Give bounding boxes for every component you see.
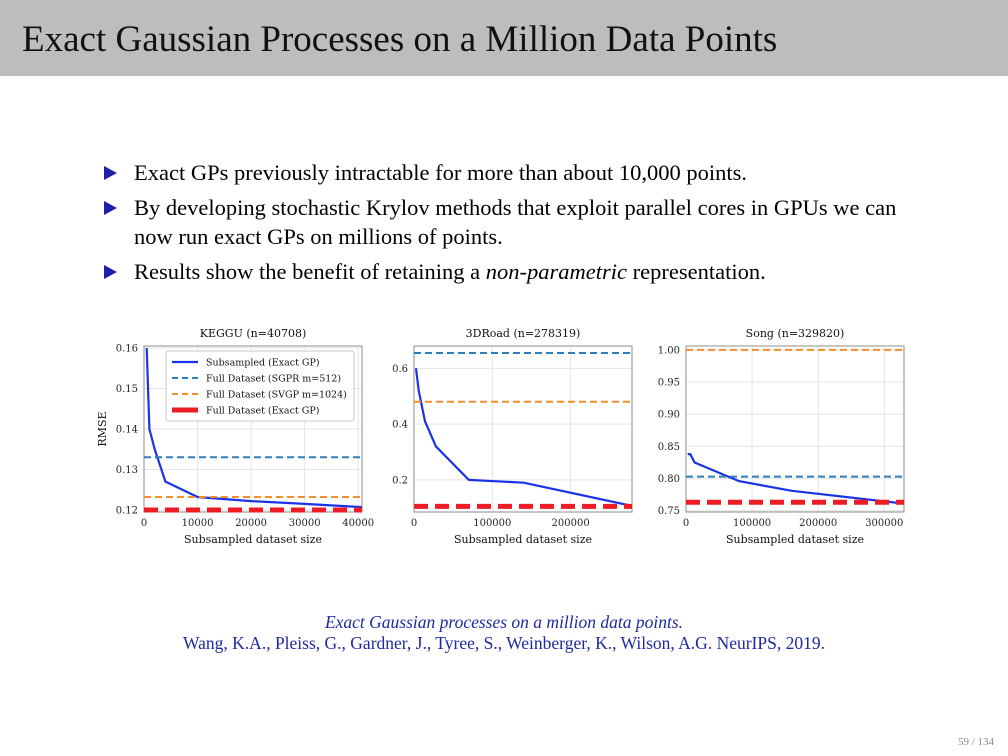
y-tick-label: 0.95: [658, 378, 680, 389]
y-tick-label: 1.00: [658, 345, 680, 356]
reference-title: Exact Gaussian processes on a million da…: [324, 612, 684, 632]
y-tick-label: 0.90: [658, 410, 680, 421]
legend-label: Full Dataset (SGPR m=512): [206, 374, 341, 385]
x-tick-label: 30000: [289, 518, 321, 529]
triangle-bullet-icon: [104, 201, 117, 215]
charts-row: 0 10000 20000 30000 40000 0.12 0.13 0.14 0.15 0.1…: [86, 318, 926, 563]
x-tick-label: 200000: [552, 518, 590, 529]
x-tick-label: 20000: [235, 518, 267, 529]
bullet-list: Exact GPs previously intractable for mor…: [104, 158, 924, 292]
x-axis-label: Subsampled dataset size: [454, 533, 592, 546]
y-tick-label: 0.16: [116, 344, 138, 355]
plot-frame: [413, 345, 633, 513]
y-tick-label: 0.75: [658, 506, 680, 517]
bullet-text: Exact GPs previously intractable for mor…: [134, 160, 747, 185]
bullet-text-emphasis: non-parametric: [485, 259, 628, 284]
y-axis-label: RMSE: [96, 411, 109, 446]
chart-song: 0 100000 200000 300000 0.75 0.80 0.85 0.90 0.95 1…: [658, 327, 905, 546]
slide-title: Exact Gaussian Processes on a Million Da…: [22, 19, 778, 60]
x-tick-label: 0: [683, 518, 689, 529]
reference-authors: Wang, K.A., Pleiss, G., Gardner, J., Tyr…: [183, 633, 825, 653]
x-tick-label: 0: [141, 518, 147, 529]
legend-label: Subsampled (Exact GP): [206, 358, 320, 369]
y-tick-label: 0.15: [116, 384, 138, 395]
bullet-item: By developing stochastic Krylov methods …: [104, 193, 924, 251]
x-axis-label: Subsampled dataset size: [184, 533, 322, 546]
legend-label: Full Dataset (Exact GP): [206, 406, 319, 417]
x-tick-label: 200000: [799, 518, 837, 529]
legend-label: Full Dataset (SVGP m=1024): [206, 390, 347, 401]
legend-box: [165, 350, 355, 422]
x-tick-label: 10000: [182, 518, 214, 529]
y-tick-label: 0.2: [392, 475, 408, 486]
triangle-bullet-icon: [104, 265, 117, 279]
x-tick-label: 40000: [342, 518, 374, 529]
bullet-text-pre: Results show the benefit of retaining a: [134, 259, 486, 284]
series-line: [414, 368, 632, 507]
bullet-text-post: representation.: [627, 259, 766, 284]
y-tick-label: 0.12: [116, 505, 138, 516]
y-tick-label: 0.13: [116, 465, 138, 476]
y-tick-label: 0.6: [392, 364, 408, 375]
plot-frame: [685, 345, 905, 513]
y-tick-label: 0.80: [658, 474, 680, 485]
y-tick-label: 0.85: [658, 442, 680, 453]
chart-title: KEGGU (n=40708): [200, 327, 306, 340]
bullet-text: By developing stochastic Krylov methods …: [134, 195, 897, 249]
chart-keggu: 0 10000 20000 30000 40000 0.12 0.13 0.14 0.15 0.1…: [96, 327, 374, 546]
x-tick-label: 100000: [733, 518, 771, 529]
y-tick-label: 0.4: [392, 420, 408, 431]
x-tick-label: 0: [411, 518, 417, 529]
series-line: [145, 347, 362, 509]
y-tick-label: 0.14: [116, 425, 138, 436]
x-tick-label: 300000: [865, 518, 903, 529]
chart-title: Song (n=329820): [746, 327, 845, 340]
x-tick-label: 100000: [473, 518, 511, 529]
triangle-bullet-icon: [104, 166, 117, 180]
page-number: 59 / 134: [957, 736, 994, 748]
chart-3droad: 0 100000 200000 0.2 0.4 0.6 3DRoad (n=278319) S…: [392, 327, 633, 546]
x-axis-label: Subsampled dataset size: [726, 533, 864, 546]
bullet-item: Exact GPs previously intractable for mor…: [104, 158, 924, 187]
bullet-item: Results show the benefit of retaining a …: [104, 257, 924, 286]
series-line: [687, 453, 904, 505]
title-bar: Exact Gaussian Processes on a Million Da…: [0, 0, 1008, 76]
chart-title: 3DRoad (n=278319): [466, 327, 581, 340]
